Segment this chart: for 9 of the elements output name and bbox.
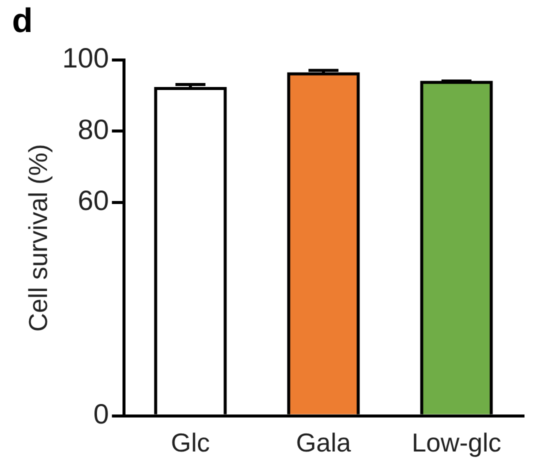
y-tick-label: 80 (78, 114, 109, 145)
y-tick-label: 0 (93, 398, 109, 430)
y-tick-label: 100 (62, 42, 109, 74)
x-tick-label: Glc (170, 428, 210, 458)
y-axis-title: Cell survival (%) (22, 144, 53, 332)
x-tick-label: Gala (296, 428, 352, 458)
chart-title: d (12, 2, 33, 41)
y-tick-label: 60 (78, 185, 109, 216)
x-tick-label: Low-glc (412, 428, 502, 458)
